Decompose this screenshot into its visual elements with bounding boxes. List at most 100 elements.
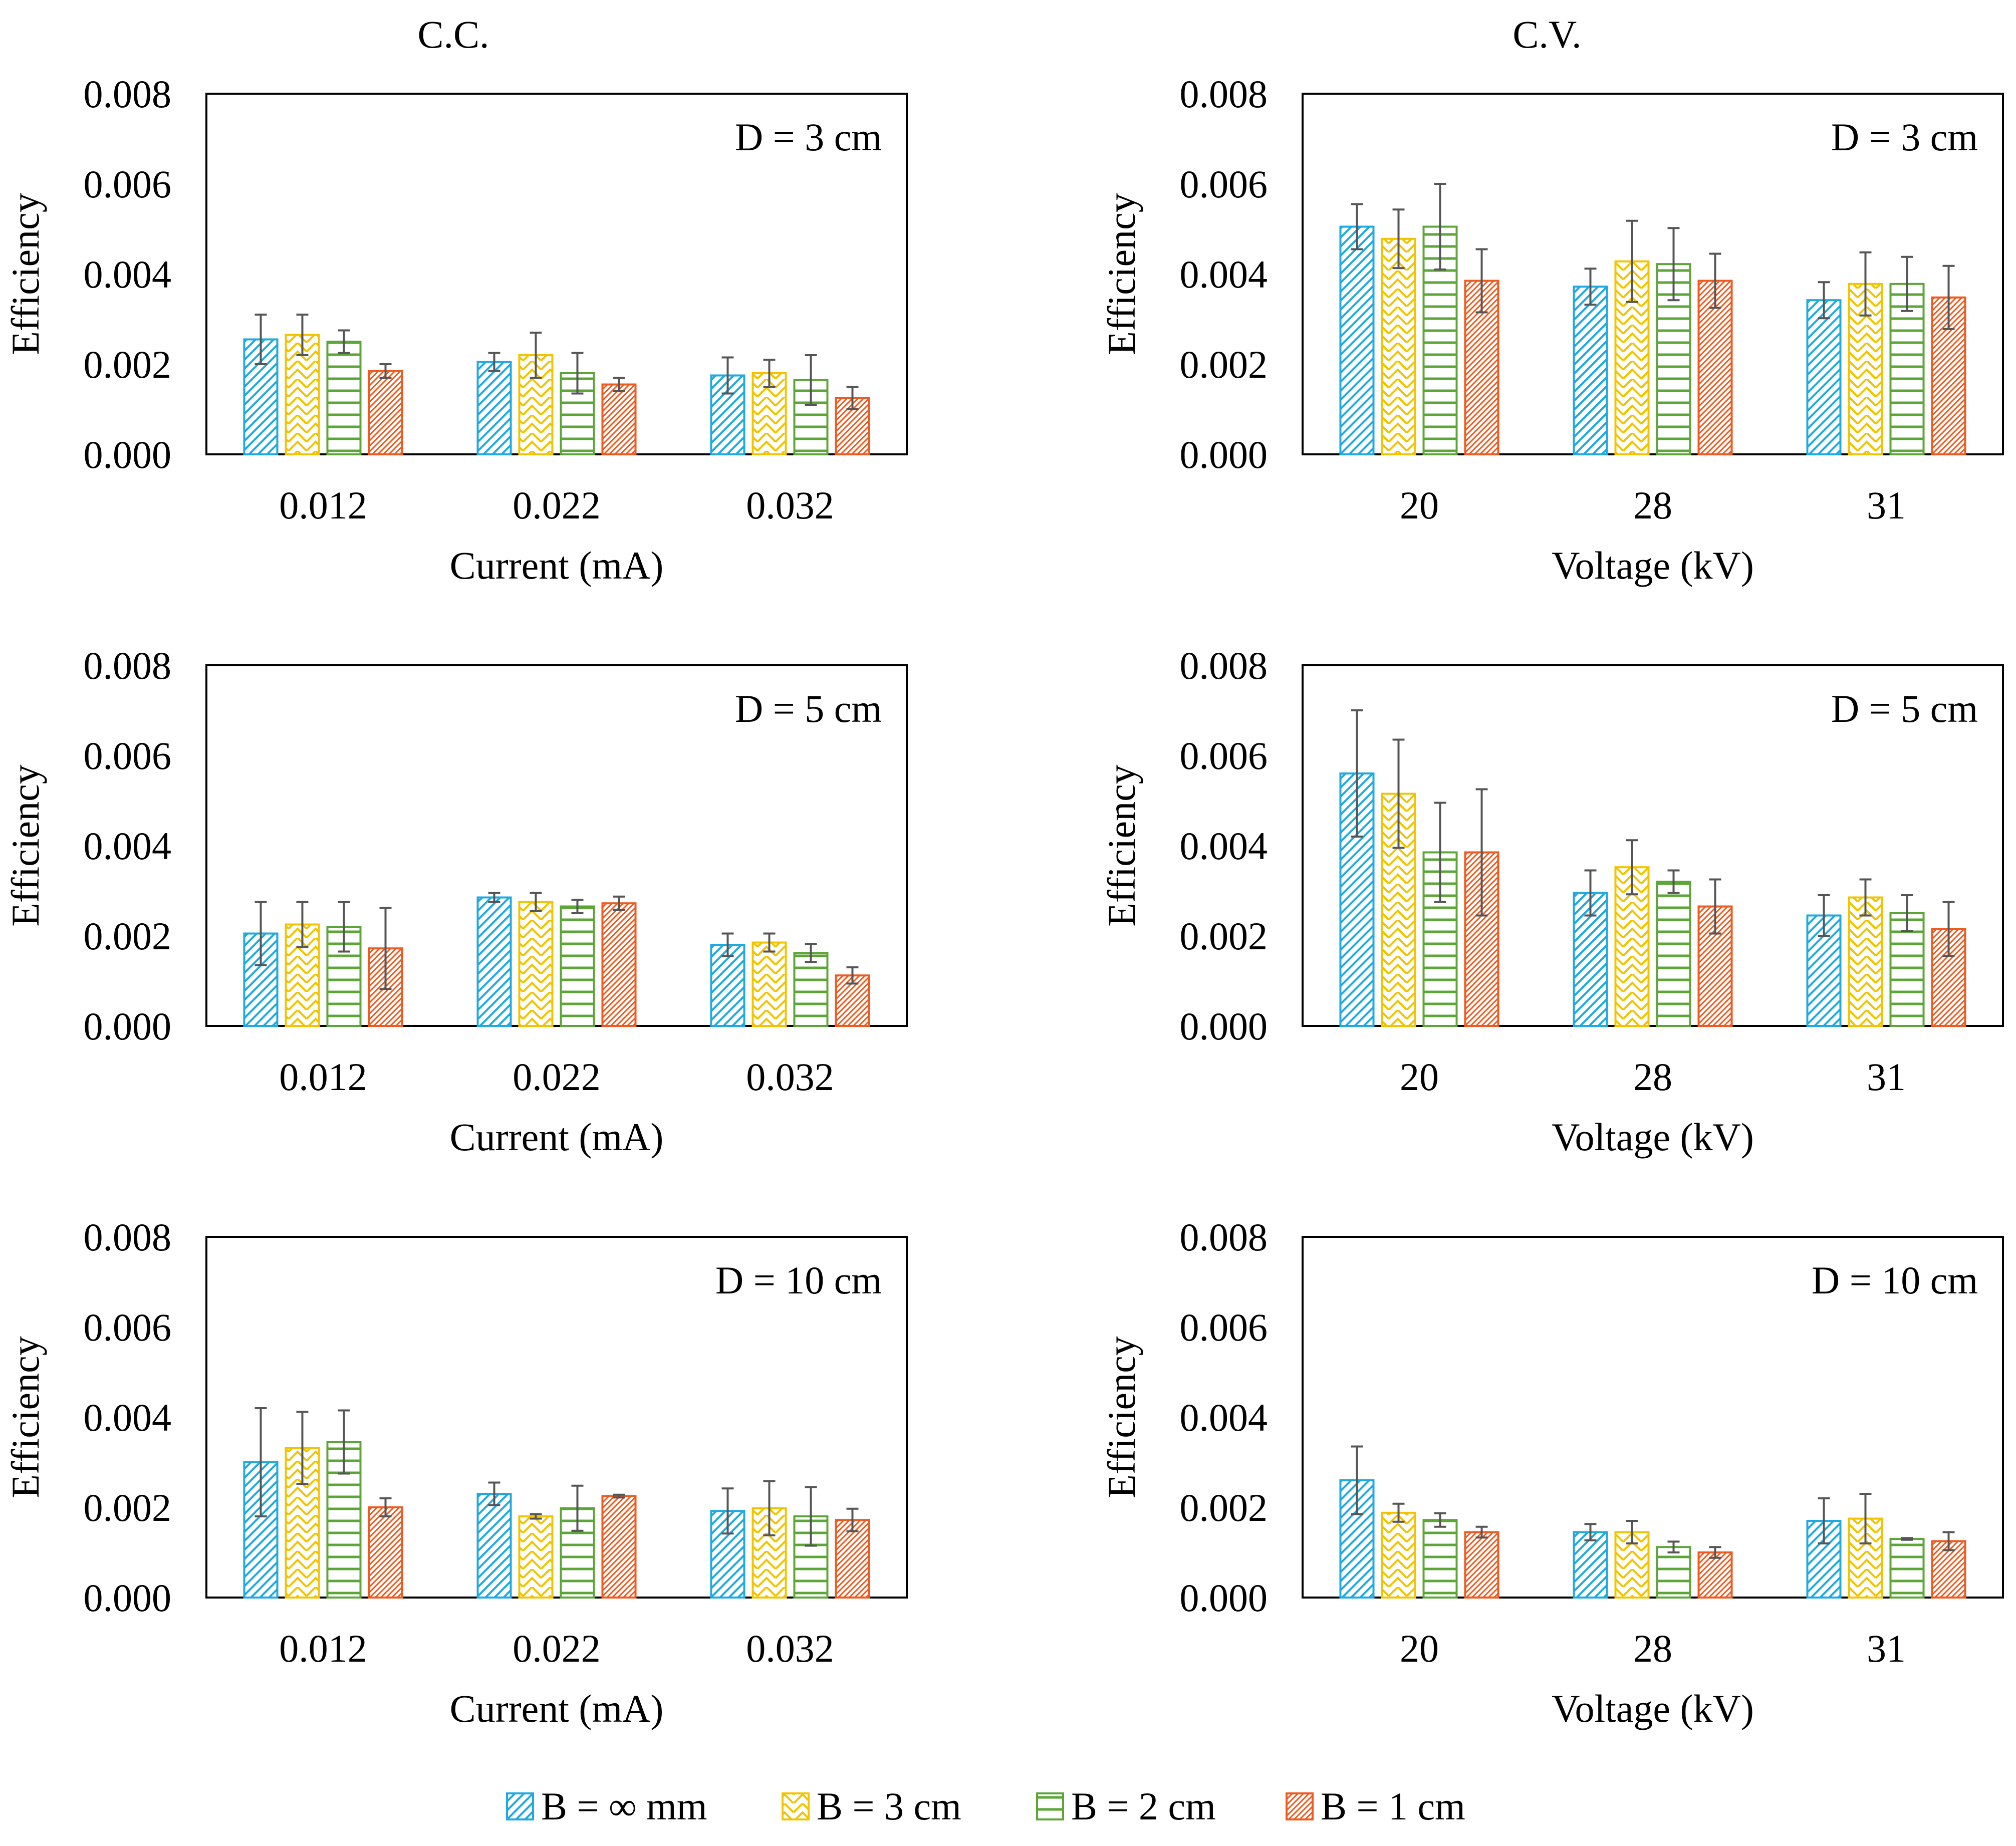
panel-annotation: D = 5 cm bbox=[735, 687, 882, 730]
bar bbox=[368, 1506, 403, 1599]
x-tick-label: 20 bbox=[1400, 1627, 1439, 1670]
y-tick-label: 0.004 bbox=[1180, 824, 1268, 868]
panel-annotation: D = 3 cm bbox=[1831, 115, 1978, 159]
bar bbox=[1889, 1538, 1925, 1599]
x-tick-label: 0.022 bbox=[513, 483, 601, 527]
legend-swatch bbox=[506, 1792, 534, 1820]
x-tick-label: 0.022 bbox=[513, 1627, 601, 1670]
bar bbox=[1381, 1511, 1416, 1599]
plot-frame bbox=[205, 664, 908, 1027]
bar bbox=[1889, 283, 1925, 455]
chart-panel-cc-1: 0.000 0.002 0.004 0.006 0.008 Efficiency D = 3… bbox=[4, 72, 908, 587]
bar bbox=[326, 1441, 362, 1599]
x-tick-label: 28 bbox=[1633, 1055, 1672, 1099]
y-tick-label: 0.008 bbox=[1180, 1215, 1268, 1259]
panel-annotation: D = 10 cm bbox=[715, 1258, 882, 1302]
y-tick-label: 0.002 bbox=[84, 914, 172, 958]
chart-panel-cv-1: 0.000 0.002 0.004 0.006 0.008 Efficiency D = 3… bbox=[1100, 72, 2004, 587]
chart-panel-cc-3: 0.000 0.002 0.004 0.006 0.008 Efficiency D = 1… bbox=[4, 1215, 908, 1730]
y-tick-label: 0.008 bbox=[84, 1215, 172, 1259]
x-tick-label: 0.012 bbox=[279, 483, 367, 527]
bar bbox=[476, 1493, 512, 1599]
legend-item: B = 3 cm bbox=[782, 1784, 961, 1828]
panel-annotation: D = 3 cm bbox=[735, 115, 882, 159]
x-axis-label: Voltage (kV) bbox=[1552, 544, 1754, 587]
y-tick-label: 0.008 bbox=[1180, 644, 1268, 687]
y-tick-label: 0.000 bbox=[1180, 1576, 1268, 1620]
plot-frame bbox=[1302, 664, 2004, 1027]
column-title-cv: C.V. bbox=[1513, 13, 1581, 56]
chart-panel-cc-2: 0.000 0.002 0.004 0.006 0.008 Efficiency D = 5… bbox=[4, 644, 908, 1159]
y-tick-label: 0.000 bbox=[84, 1576, 172, 1620]
bar bbox=[326, 926, 362, 1027]
y-axis-label: Efficiency bbox=[4, 1336, 47, 1498]
x-tick-label: 31 bbox=[1867, 483, 1906, 527]
bar bbox=[1339, 225, 1375, 455]
y-tick-label: 0.002 bbox=[84, 1486, 172, 1529]
x-tick-label: 0.022 bbox=[513, 1055, 601, 1099]
legend-swatch bbox=[782, 1792, 810, 1820]
x-tick-label: 0.032 bbox=[746, 1055, 834, 1099]
y-tick-label: 0.004 bbox=[1180, 252, 1268, 296]
x-tick-label: 31 bbox=[1867, 1627, 1906, 1670]
y-tick-label: 0.000 bbox=[84, 1004, 172, 1048]
bar bbox=[835, 397, 870, 455]
bar bbox=[601, 1495, 637, 1599]
bar bbox=[1806, 299, 1842, 455]
y-tick-label: 0.006 bbox=[84, 162, 172, 206]
y-tick-label: 0.006 bbox=[1180, 734, 1268, 777]
bar bbox=[1656, 1546, 1691, 1599]
bar bbox=[751, 941, 787, 1027]
bar bbox=[1697, 1551, 1733, 1599]
x-tick-label: 0.012 bbox=[279, 1627, 367, 1670]
y-axis-label: Efficiency bbox=[4, 193, 47, 355]
legend-item: B = ∞ mm bbox=[506, 1784, 707, 1828]
chart-panel-cv-3: 0.000 0.002 0.004 0.006 0.008 Efficiency D = 1… bbox=[1100, 1215, 2004, 1730]
bar bbox=[243, 932, 279, 1027]
y-tick-label: 0.000 bbox=[1180, 1004, 1268, 1048]
y-tick-label: 0.002 bbox=[1180, 914, 1268, 958]
legend-swatch bbox=[1286, 1792, 1314, 1820]
bar bbox=[560, 905, 595, 1027]
x-axis-label: Current (mA) bbox=[450, 1687, 664, 1730]
bar bbox=[793, 952, 829, 1027]
y-tick-label: 0.002 bbox=[1180, 343, 1268, 386]
y-axis-label: Efficiency bbox=[1100, 764, 1143, 926]
panel-annotation: D = 5 cm bbox=[1831, 687, 1978, 730]
y-tick-label: 0.006 bbox=[84, 734, 172, 777]
y-tick-label: 0.004 bbox=[84, 824, 172, 868]
bar bbox=[518, 1515, 554, 1599]
bar bbox=[835, 1519, 870, 1599]
bar bbox=[1656, 881, 1691, 1027]
bar bbox=[601, 902, 637, 1027]
x-tick-label: 31 bbox=[1867, 1055, 1906, 1099]
y-tick-label: 0.002 bbox=[1180, 1486, 1268, 1529]
y-tick-label: 0.008 bbox=[1180, 72, 1268, 116]
bar bbox=[368, 370, 403, 455]
y-tick-label: 0.000 bbox=[84, 433, 172, 476]
bar bbox=[1697, 280, 1733, 455]
plot-frame bbox=[1302, 93, 2004, 455]
bar bbox=[476, 896, 512, 1027]
bar bbox=[601, 383, 637, 455]
bar bbox=[1422, 1519, 1458, 1599]
bar bbox=[326, 341, 362, 455]
x-axis-label: Current (mA) bbox=[450, 1115, 664, 1159]
x-axis-label: Current (mA) bbox=[450, 544, 664, 587]
chart-panel-cv-2: 0.000 0.002 0.004 0.006 0.008 Efficiency D = 5… bbox=[1100, 644, 2004, 1159]
y-tick-label: 0.004 bbox=[84, 1396, 172, 1439]
legend-label: B = ∞ mm bbox=[541, 1784, 707, 1828]
y-axis-label: Efficiency bbox=[1100, 193, 1143, 355]
bar bbox=[1848, 896, 1883, 1027]
y-tick-label: 0.006 bbox=[84, 1305, 172, 1349]
legend-label: B = 2 cm bbox=[1071, 1784, 1216, 1828]
bar bbox=[1381, 237, 1416, 455]
bar bbox=[1573, 1531, 1608, 1599]
panel-annotation: D = 10 cm bbox=[1812, 1258, 1978, 1302]
y-tick-label: 0.004 bbox=[1180, 1396, 1268, 1439]
y-axis-label: Efficiency bbox=[1100, 1336, 1143, 1498]
legend-swatch bbox=[1036, 1792, 1064, 1820]
bar bbox=[1573, 286, 1608, 455]
y-tick-label: 0.008 bbox=[84, 644, 172, 687]
y-tick-label: 0.006 bbox=[1180, 162, 1268, 206]
